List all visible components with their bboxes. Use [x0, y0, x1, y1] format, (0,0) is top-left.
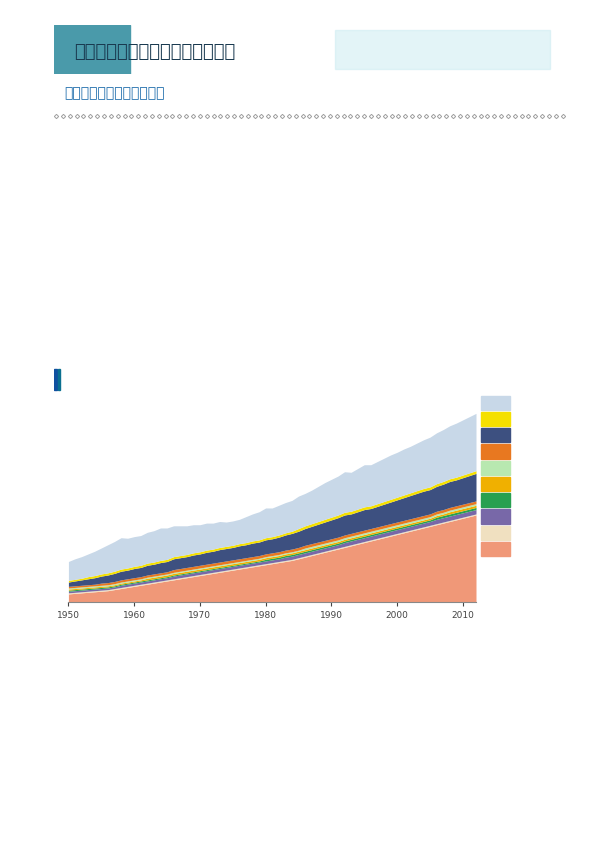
Bar	[481, 525, 510, 540]
Bar	[481, 493, 510, 508]
Bar	[481, 445, 510, 459]
Bar	[481, 412, 510, 426]
Text: 第４節　水産業をめぐる国際情勢: 第４節 水産業をめぐる国際情勢	[74, 43, 235, 61]
Bar	[54, 25, 130, 74]
Text: （１）世界の漁業・養殖業: （１）世界の漁業・養殖業	[64, 86, 164, 100]
Bar	[58, 369, 60, 391]
Bar	[481, 541, 510, 556]
Bar	[335, 30, 550, 69]
Bar	[54, 369, 57, 391]
Bar	[481, 396, 510, 410]
Bar	[481, 429, 510, 442]
Text: 図Ⅱ－４－１　世界の漁業・養殖業生産量の推移: 図Ⅱ－４－１ 世界の漁業・養殖業生産量の推移	[65, 375, 218, 387]
Bar	[481, 477, 510, 491]
Bar	[481, 461, 510, 475]
Bar	[481, 509, 510, 524]
Text: 第
１
部: 第 １ 部	[12, 163, 18, 201]
Text: 第
Ⅱ
章: 第 Ⅱ 章	[12, 341, 18, 379]
